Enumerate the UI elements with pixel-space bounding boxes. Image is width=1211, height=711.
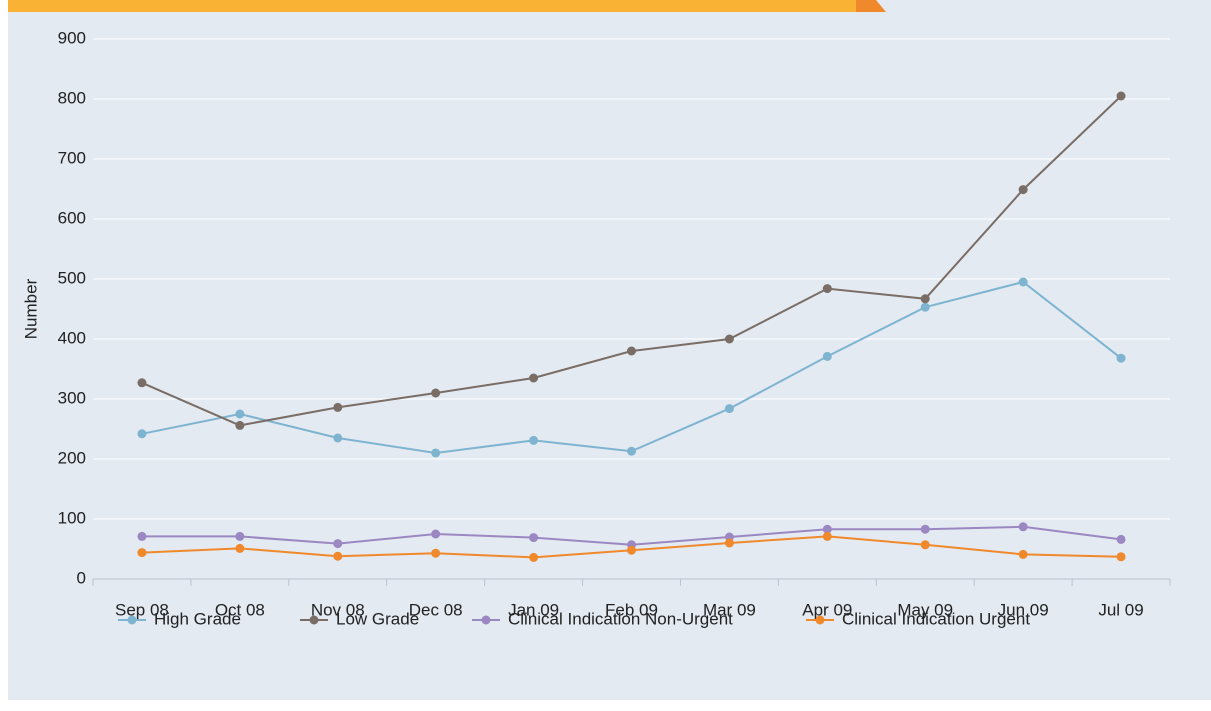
data-point	[431, 388, 441, 398]
data-point	[1018, 277, 1028, 287]
data-point	[920, 524, 930, 534]
y-tick-label: 900	[58, 28, 86, 47]
legend-marker	[481, 615, 491, 625]
data-point	[235, 420, 245, 430]
x-tick-label: Nov 08	[311, 600, 365, 619]
legend-label: Clinical Indication Non-Urgent	[508, 609, 733, 628]
x-tick-label: Jan 09	[508, 600, 559, 619]
data-point	[333, 402, 343, 412]
data-point	[627, 545, 636, 555]
x-tick-label: Mar 09	[703, 600, 756, 619]
data-point	[431, 529, 441, 539]
x-tick-label: Oct 08	[215, 600, 265, 619]
y-tick-label: 800	[58, 88, 86, 107]
data-point	[1116, 552, 1126, 562]
y-tick-label: 300	[58, 388, 86, 407]
data-point	[137, 531, 147, 541]
data-point	[235, 409, 245, 419]
data-point	[724, 538, 734, 548]
legend-label: High Grade	[154, 609, 241, 628]
y-tick-label: 500	[58, 268, 86, 287]
data-point	[724, 334, 734, 344]
legend-marker	[815, 615, 825, 625]
y-axis-label: Number	[21, 278, 40, 339]
y-tick-label: 600	[58, 208, 86, 227]
y-tick-label: 400	[58, 328, 86, 347]
x-tick-label: Jun 09	[998, 600, 1049, 619]
x-tick-label: Sep 08	[115, 600, 169, 619]
x-tick-label: May 09	[897, 600, 953, 619]
data-point	[333, 551, 343, 561]
x-tick-label: Dec 08	[409, 600, 463, 619]
legend-label: Clinical Indication Urgent	[842, 609, 1030, 628]
data-point	[137, 429, 147, 439]
data-point	[1018, 185, 1028, 195]
data-point	[137, 548, 147, 558]
header-tab	[856, 0, 886, 12]
data-point	[920, 294, 930, 304]
data-point	[822, 284, 832, 294]
data-point	[333, 433, 343, 443]
data-point	[529, 533, 539, 543]
data-point	[431, 548, 441, 558]
data-point	[724, 404, 734, 414]
data-point	[1018, 549, 1028, 559]
legend-marker	[127, 615, 137, 625]
data-point	[627, 446, 636, 456]
data-point	[920, 302, 930, 312]
y-tick-label: 0	[77, 568, 86, 587]
data-point	[1116, 91, 1126, 101]
x-tick-label: Jul 09	[1098, 600, 1143, 619]
y-tick-label: 100	[58, 508, 86, 527]
y-tick-label: 200	[58, 448, 86, 467]
data-point	[1018, 522, 1028, 532]
x-tick-label: Apr 09	[802, 600, 852, 619]
data-point	[1116, 534, 1126, 544]
data-point	[529, 373, 539, 383]
data-point	[235, 531, 245, 541]
data-point	[920, 540, 930, 550]
header-bar	[8, 0, 856, 12]
legend-label: Low Grade	[336, 609, 419, 628]
data-point	[822, 351, 832, 361]
data-point	[529, 435, 539, 445]
chart-background	[8, 0, 1211, 700]
data-point	[627, 346, 636, 356]
y-tick-label: 700	[58, 148, 86, 167]
x-tick-label: Feb 09	[605, 600, 658, 619]
data-point	[529, 552, 539, 562]
data-point	[1116, 353, 1126, 363]
data-point	[822, 524, 832, 534]
data-point	[333, 539, 343, 549]
data-point	[235, 543, 245, 553]
data-point	[137, 378, 147, 388]
legend-marker	[309, 615, 319, 625]
data-point	[822, 531, 832, 541]
data-point	[431, 448, 441, 458]
